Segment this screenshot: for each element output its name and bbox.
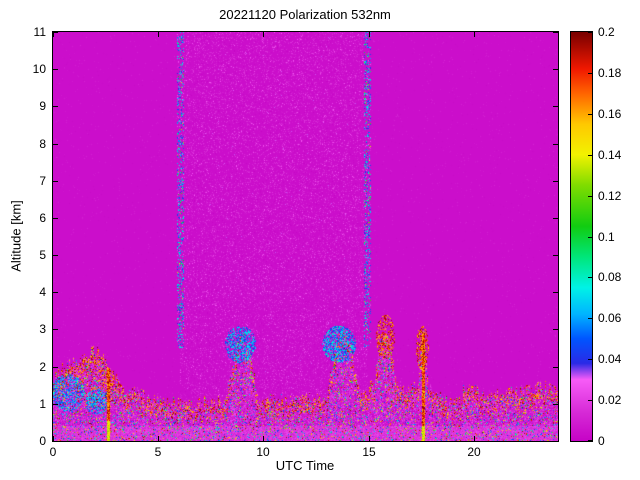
y-tick-label: 2 [39,360,46,374]
colorbar-tick-label: 0.04 [598,352,622,366]
y-tick-label: 0 [39,434,46,448]
colorbar-tick-label: 0.16 [598,107,622,121]
y-tick-label: 4 [39,285,46,299]
y-tick-mark [53,255,58,256]
x-axis-label: UTC Time [275,458,335,473]
colorbar-tick-mark [588,73,592,74]
y-tick-mark [553,144,558,145]
y-tick-mark [553,329,558,330]
chart-title: 20221120 Polarization 532nm [219,7,391,22]
y-tick-mark [553,441,558,442]
y-tick-label: 5 [39,248,46,262]
colorbar-tick-label: 0.2 [598,25,615,39]
colorbar-tick-label: 0.1 [598,230,615,244]
colorbar-tick-mark [588,359,592,360]
y-tick-mark [53,69,58,70]
y-tick-mark [553,292,558,293]
x-tick-mark [474,436,475,441]
y-tick-mark [553,255,558,256]
x-tick-label: 10 [256,445,270,459]
y-tick-label: 1 [39,397,46,411]
colorbar-tick-label: 0.08 [598,270,622,284]
y-tick-mark [53,106,58,107]
x-tick-label: 0 [49,445,57,459]
y-tick-mark [53,292,58,293]
y-tick-label: 10 [32,62,46,76]
x-tick-mark [263,436,264,441]
colorbar-tick-label: 0 [598,434,605,448]
colorbar-tick-label: 0.18 [598,66,622,80]
x-tick-mark [263,32,264,37]
colorbar-gradient [571,32,592,441]
colorbar-tick-mark [588,440,592,441]
x-tick-mark [53,436,54,441]
x-tick-label: 20 [467,445,481,459]
y-tick-mark [553,218,558,219]
y-tick-label: 3 [39,322,46,336]
colorbar-tick-mark [588,400,592,401]
y-tick-label: 8 [39,137,46,151]
colorbar-tick-label: 0.06 [598,311,622,325]
y-tick-mark [53,181,58,182]
y-tick-label: 6 [39,211,46,225]
colorbar-tick-mark [588,32,592,33]
heatmap-canvas [53,32,558,441]
y-tick-mark [553,106,558,107]
x-tick-mark [53,32,54,37]
y-tick-mark [553,181,558,182]
y-tick-label: 7 [39,174,46,188]
y-tick-mark [553,32,558,33]
colorbar-tick-mark [588,114,592,115]
y-tick-mark [53,218,58,219]
colorbar-tick-label: 0.12 [598,189,622,203]
colorbar-tick-mark [588,196,592,197]
colorbar-tick-mark [588,237,592,238]
colorbar [570,31,593,442]
x-tick-mark [158,32,159,37]
colorbar-tick-label: 0.02 [598,393,622,407]
y-tick-mark [553,367,558,368]
x-tick-mark [474,32,475,37]
y-tick-mark [553,69,558,70]
x-tick-label: 5 [154,445,162,459]
plot-area [52,31,559,442]
colorbar-tick-mark [588,318,592,319]
y-tick-mark [553,404,558,405]
colorbar-tick-label: 0.14 [598,148,622,162]
colorbar-tick-mark [588,155,592,156]
x-tick-label: 15 [362,445,376,459]
x-tick-mark [369,436,370,441]
y-tick-mark [53,404,58,405]
y-tick-label: 11 [33,25,46,39]
y-tick-mark [53,367,58,368]
y-tick-label: 9 [39,99,46,113]
y-tick-mark [53,32,58,33]
x-tick-mark [158,436,159,441]
colorbar-tick-mark [588,277,592,278]
y-tick-mark [53,441,58,442]
y-tick-mark [53,144,58,145]
x-tick-mark [369,32,370,37]
y-tick-mark [53,329,58,330]
